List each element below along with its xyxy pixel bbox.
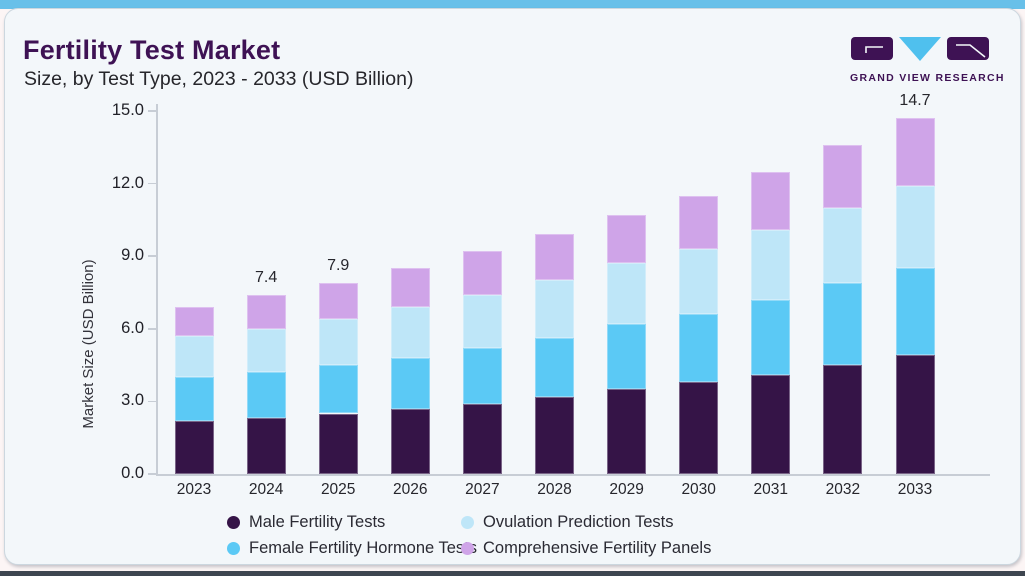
x-tick-label: 2026 bbox=[393, 481, 428, 498]
bar-segment bbox=[895, 355, 935, 474]
y-tick-label: 0.0 bbox=[121, 464, 144, 482]
x-tick-label: 2023 bbox=[176, 481, 212, 498]
bar-segment bbox=[607, 263, 647, 324]
bar-segment bbox=[823, 207, 863, 283]
bar-segment bbox=[174, 307, 214, 337]
gvr-logo: GRAND VIEW RESEARCH bbox=[850, 36, 1005, 84]
bar-segment bbox=[246, 372, 286, 419]
bar-segment bbox=[390, 268, 430, 308]
bar-segment bbox=[823, 282, 863, 366]
bar-total-label: 7.4 bbox=[254, 268, 278, 286]
y-tick bbox=[148, 328, 156, 330]
legend-swatch bbox=[227, 515, 240, 529]
bar-segment bbox=[751, 171, 791, 230]
x-tick-label: 2030 bbox=[681, 481, 716, 498]
bar-segment bbox=[390, 357, 430, 409]
bar-segment bbox=[751, 229, 791, 300]
y-tick bbox=[148, 400, 156, 403]
legend-item: Ovulation Prediction Tests bbox=[461, 513, 673, 531]
legend-swatch bbox=[461, 515, 474, 529]
y-tick bbox=[148, 255, 156, 257]
gvr-logo-v-triangle-icon bbox=[899, 37, 941, 61]
bar-segment bbox=[462, 294, 502, 349]
y-axis-spine bbox=[156, 104, 158, 476]
y-tick-label: 15.0 bbox=[111, 101, 144, 119]
gvr-logo-icon bbox=[851, 37, 989, 61]
bar-segment bbox=[462, 251, 502, 295]
bar-segment bbox=[318, 282, 358, 320]
bar-segment bbox=[462, 348, 502, 404]
bar-segment bbox=[607, 323, 647, 390]
gvr-logo-g-mark bbox=[865, 46, 883, 53]
bar-segment bbox=[174, 336, 214, 378]
bar-segment bbox=[751, 299, 791, 375]
bar-segment bbox=[823, 365, 863, 474]
bar-segment bbox=[607, 389, 647, 474]
legend-swatch bbox=[227, 541, 240, 555]
y-tick-label: 3.0 bbox=[121, 391, 144, 410]
y-tick bbox=[148, 473, 156, 475]
x-tick-label: 2027 bbox=[465, 481, 500, 498]
bar-total-label: 7.9 bbox=[327, 256, 350, 274]
bar-segment bbox=[390, 307, 430, 358]
bar-segment bbox=[679, 314, 719, 383]
x-tick-label: 2024 bbox=[248, 481, 284, 498]
legend-label: Female Fertility Hormone Tests bbox=[249, 538, 478, 557]
bar-segment bbox=[895, 268, 935, 356]
bar-segment bbox=[462, 403, 502, 474]
bar-segment bbox=[246, 328, 286, 373]
y-tick bbox=[148, 110, 156, 112]
legend-item: Female Fertility Hormone Tests bbox=[227, 539, 477, 557]
bar-segment bbox=[895, 118, 935, 186]
x-tick-label: 2025 bbox=[320, 481, 356, 498]
bar-segment bbox=[535, 396, 574, 474]
gvr-logo-text: GRAND VIEW RESEARCH bbox=[850, 72, 1005, 84]
x-tick-label: 2032 bbox=[825, 481, 861, 498]
bar-segment bbox=[535, 338, 574, 397]
bottom-accent-bar bbox=[0, 571, 1025, 576]
bar-segment bbox=[751, 374, 791, 474]
gvr-logo-r-mark bbox=[956, 44, 986, 58]
x-axis-line bbox=[156, 474, 990, 476]
y-tick-label: 9.0 bbox=[121, 246, 144, 265]
bar-segment bbox=[318, 365, 358, 414]
legend-swatch bbox=[461, 541, 474, 555]
x-tick-label: 2031 bbox=[753, 481, 789, 498]
x-tick-label: 2028 bbox=[537, 481, 572, 498]
bar-segment bbox=[823, 144, 863, 208]
y-tick bbox=[148, 182, 156, 185]
bar-segment bbox=[174, 420, 214, 474]
bar-segment bbox=[607, 215, 647, 264]
gvr-logo-r-block bbox=[947, 37, 989, 60]
gvr-logo-g-block bbox=[851, 37, 893, 60]
bar-segment bbox=[679, 248, 719, 315]
top-accent-bar bbox=[0, 0, 1025, 9]
bar-segment bbox=[318, 413, 358, 474]
bar-segment bbox=[679, 195, 719, 249]
y-tick-label: 12.0 bbox=[111, 173, 144, 192]
legend-label: Comprehensive Fertility Panels bbox=[483, 538, 712, 557]
bar-segment bbox=[535, 280, 574, 339]
x-tick-label: 2033 bbox=[897, 481, 933, 498]
bar-segment bbox=[318, 319, 358, 366]
bar-segment bbox=[679, 382, 719, 474]
legend-label: Ovulation Prediction Tests bbox=[483, 512, 674, 531]
legend-item: Male Fertility Tests bbox=[227, 513, 385, 531]
legend-label: Male Fertility Tests bbox=[249, 512, 386, 531]
bar-segment bbox=[390, 408, 430, 474]
legend-item: Comprehensive Fertility Panels bbox=[461, 539, 711, 557]
bar-segment bbox=[246, 418, 286, 474]
page-subtitle: Size, by Test Type, 2023 - 2033 (USD Bil… bbox=[24, 68, 414, 90]
page-title: Fertility Test Market bbox=[23, 35, 281, 65]
bar-segment bbox=[535, 234, 574, 281]
y-tick-label: 6.0 bbox=[121, 318, 144, 337]
bar-segment bbox=[246, 294, 286, 329]
bar-total-label: 14.7 bbox=[899, 92, 931, 110]
bar-segment bbox=[895, 186, 935, 269]
bar-segment bbox=[174, 377, 214, 421]
x-tick-label: 2029 bbox=[609, 481, 644, 498]
